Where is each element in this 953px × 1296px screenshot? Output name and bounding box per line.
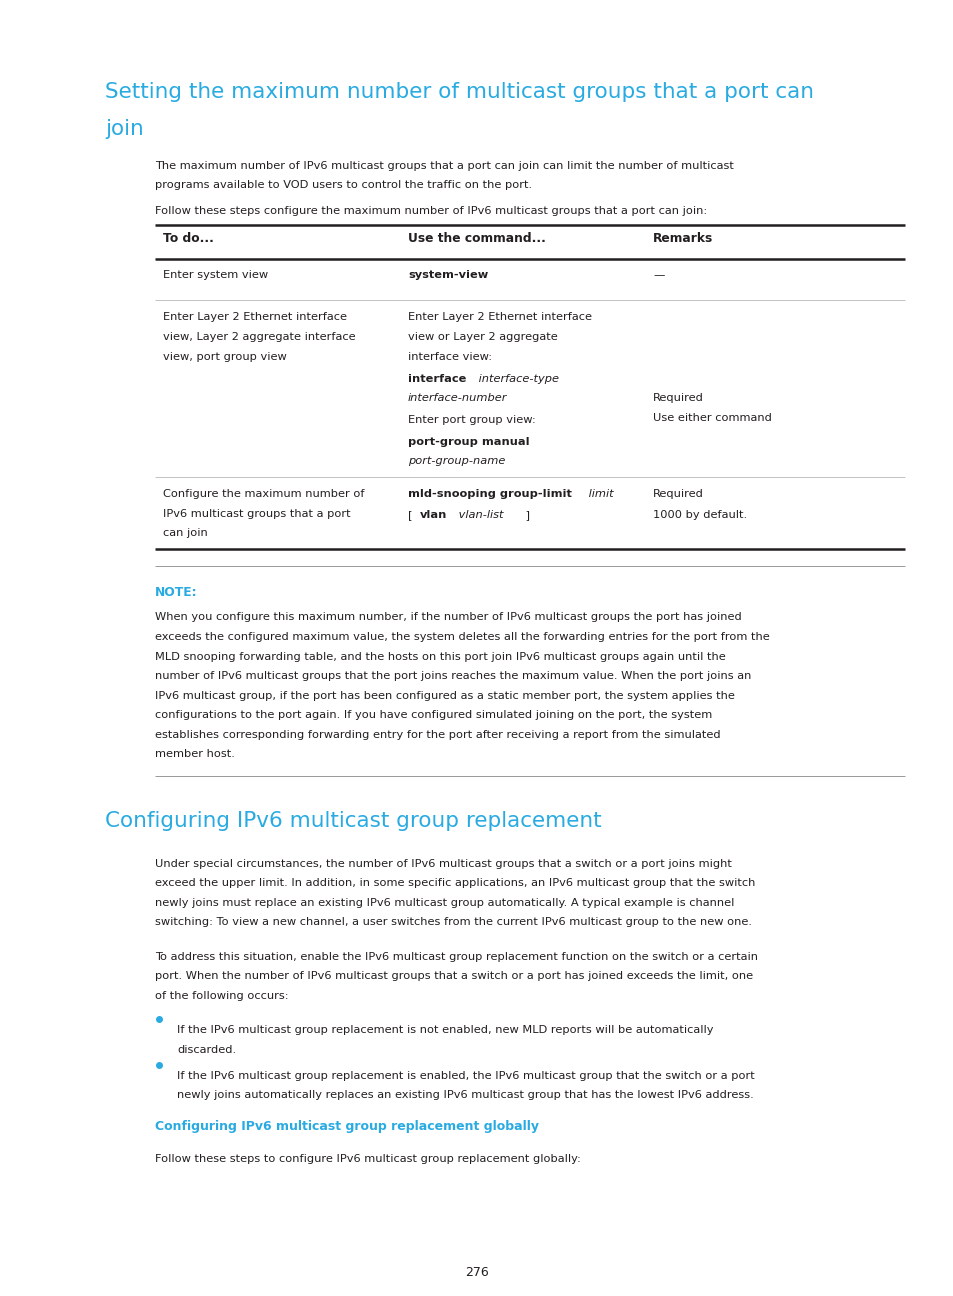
Text: Enter system view: Enter system view bbox=[163, 271, 268, 280]
Text: view, port group view: view, port group view bbox=[163, 351, 287, 362]
Text: interface view:: interface view: bbox=[408, 351, 492, 362]
Text: 1000 by default.: 1000 by default. bbox=[652, 511, 746, 521]
Text: If the IPv6 multicast group replacement is not enabled, new MLD reports will be : If the IPv6 multicast group replacement … bbox=[177, 1025, 713, 1036]
Text: switching: To view a new channel, a user switches from the current IPv6 multicas: switching: To view a new channel, a user… bbox=[154, 918, 751, 927]
Text: Required: Required bbox=[652, 393, 703, 403]
Text: Enter Layer 2 Ethernet interface: Enter Layer 2 Ethernet interface bbox=[408, 312, 592, 323]
Text: newly joins must replace an existing IPv6 multicast group automatically. A typic: newly joins must replace an existing IPv… bbox=[154, 898, 734, 907]
Text: Enter Layer 2 Ethernet interface: Enter Layer 2 Ethernet interface bbox=[163, 312, 347, 323]
Text: Use either command: Use either command bbox=[652, 413, 771, 422]
Text: Configure the maximum number of: Configure the maximum number of bbox=[163, 490, 364, 499]
Text: view, Layer 2 aggregate interface: view, Layer 2 aggregate interface bbox=[163, 332, 355, 342]
Text: system-view: system-view bbox=[408, 271, 488, 280]
Text: Follow these steps configure the maximum number of IPv6 multicast groups that a : Follow these steps configure the maximum… bbox=[154, 206, 706, 216]
Text: When you configure this maximum number, if the number of IPv6 multicast groups t: When you configure this maximum number, … bbox=[154, 613, 741, 622]
Text: Enter port group view:: Enter port group view: bbox=[408, 415, 536, 425]
Text: Setting the maximum number of multicast groups that a port can: Setting the maximum number of multicast … bbox=[105, 82, 813, 102]
Text: vlan: vlan bbox=[419, 511, 447, 521]
Text: of the following occurs:: of the following occurs: bbox=[154, 990, 289, 1001]
Text: Configuring IPv6 multicast group replacement globally: Configuring IPv6 multicast group replace… bbox=[154, 1120, 538, 1133]
Text: port-group manual: port-group manual bbox=[408, 437, 529, 447]
Text: newly joins automatically replaces an existing IPv6 multicast group that has the: newly joins automatically replaces an ex… bbox=[177, 1090, 753, 1100]
Text: programs available to VOD users to control the traffic on the port.: programs available to VOD users to contr… bbox=[154, 180, 532, 191]
Text: mld-snooping group-limit: mld-snooping group-limit bbox=[408, 490, 571, 499]
Text: port-group-name: port-group-name bbox=[408, 456, 505, 467]
Text: configurations to the port again. If you have configured simulated joining on th: configurations to the port again. If you… bbox=[154, 710, 712, 721]
Text: [: [ bbox=[408, 511, 416, 521]
Text: establishes corresponding forwarding entry for the port after receiving a report: establishes corresponding forwarding ent… bbox=[154, 730, 720, 740]
Text: interface-type: interface-type bbox=[475, 373, 558, 384]
Text: port. When the number of IPv6 multicast groups that a switch or a port has joine: port. When the number of IPv6 multicast … bbox=[154, 971, 752, 981]
Text: exceeds the configured maximum value, the system deletes all the forwarding entr: exceeds the configured maximum value, th… bbox=[154, 632, 769, 642]
Text: limit: limit bbox=[584, 490, 613, 499]
Text: interface-number: interface-number bbox=[408, 393, 507, 403]
Text: The maximum number of IPv6 multicast groups that a port can join can limit the n: The maximum number of IPv6 multicast gro… bbox=[154, 161, 733, 171]
Text: MLD snooping forwarding table, and the hosts on this port join IPv6 multicast gr: MLD snooping forwarding table, and the h… bbox=[154, 652, 725, 661]
Text: Under special circumstances, the number of IPv6 multicast groups that a switch o: Under special circumstances, the number … bbox=[154, 858, 731, 868]
Text: IPv6 multicast group, if the port has been configured as a static member port, t: IPv6 multicast group, if the port has be… bbox=[154, 691, 734, 701]
Text: Configuring IPv6 multicast group replacement: Configuring IPv6 multicast group replace… bbox=[105, 810, 601, 831]
Text: member host.: member host. bbox=[154, 749, 234, 759]
Text: NOTE:: NOTE: bbox=[154, 587, 197, 600]
Text: Use the command...: Use the command... bbox=[408, 232, 545, 245]
Text: To do...: To do... bbox=[163, 232, 213, 245]
Text: IPv6 multicast groups that a port: IPv6 multicast groups that a port bbox=[163, 509, 351, 518]
Text: ]: ] bbox=[521, 511, 530, 521]
Text: number of IPv6 multicast groups that the port joins reaches the maximum value. W: number of IPv6 multicast groups that the… bbox=[154, 671, 751, 680]
Text: can join: can join bbox=[163, 529, 208, 539]
Text: —: — bbox=[652, 271, 663, 280]
Text: If the IPv6 multicast group replacement is enabled, the IPv6 multicast group tha: If the IPv6 multicast group replacement … bbox=[177, 1070, 754, 1081]
Text: discarded.: discarded. bbox=[177, 1045, 236, 1055]
Text: Follow these steps to configure IPv6 multicast group replacement globally:: Follow these steps to configure IPv6 mul… bbox=[154, 1153, 580, 1164]
Text: To address this situation, enable the IPv6 multicast group replacement function : To address this situation, enable the IP… bbox=[154, 951, 758, 962]
Text: view or Layer 2 aggregate: view or Layer 2 aggregate bbox=[408, 332, 558, 342]
Text: exceed the upper limit. In addition, in some specific applications, an IPv6 mult: exceed the upper limit. In addition, in … bbox=[154, 877, 755, 888]
Text: 276: 276 bbox=[465, 1266, 488, 1279]
Text: vlan-list: vlan-list bbox=[455, 511, 503, 521]
Text: Remarks: Remarks bbox=[652, 232, 713, 245]
Text: join: join bbox=[105, 119, 144, 139]
Text: interface: interface bbox=[408, 373, 466, 384]
Text: Required: Required bbox=[652, 490, 703, 499]
